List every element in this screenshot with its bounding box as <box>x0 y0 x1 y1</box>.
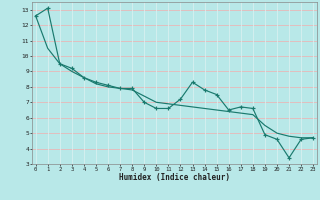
X-axis label: Humidex (Indice chaleur): Humidex (Indice chaleur) <box>119 173 230 182</box>
